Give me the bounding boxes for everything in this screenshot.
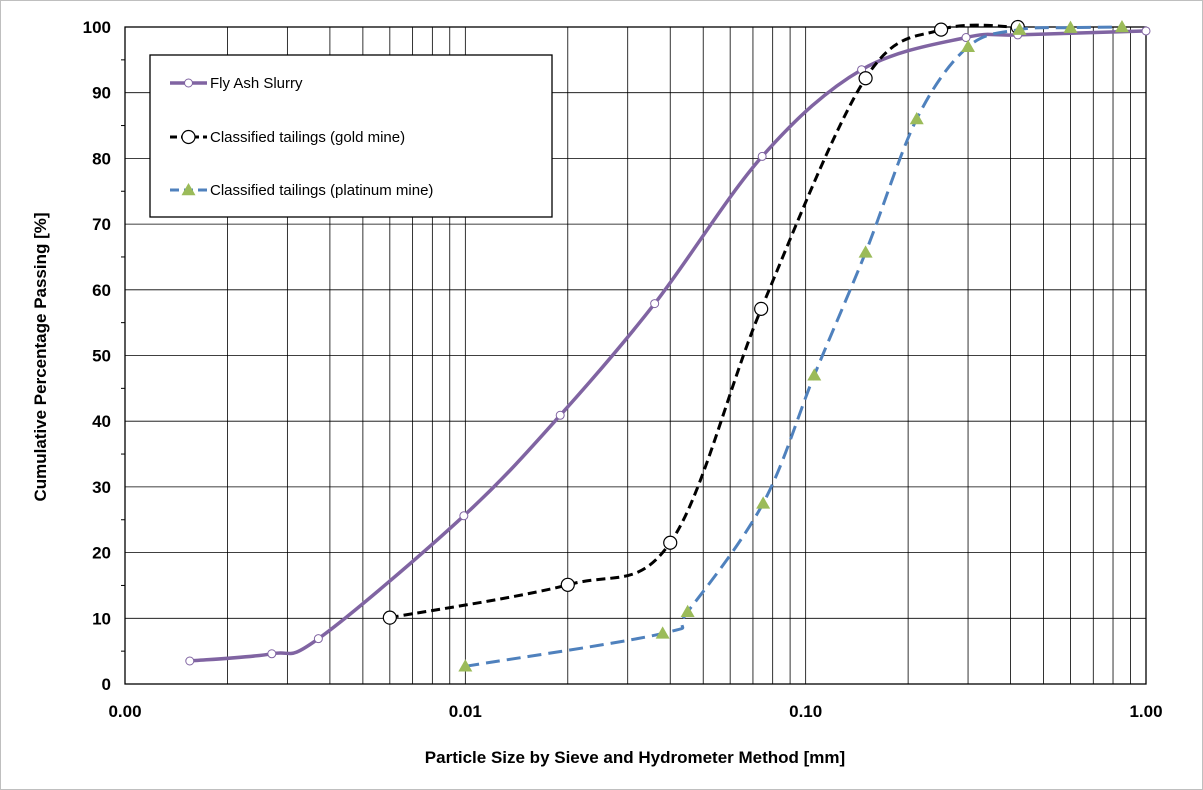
series-3-point [655, 626, 670, 639]
y-tick-label: 20 [92, 544, 111, 563]
legend-marker [181, 183, 196, 196]
series-2-line [389, 23, 1018, 620]
legend-label: Classified tailings (platinum mine) [210, 182, 433, 199]
y-tick-label: 80 [92, 149, 111, 168]
series [185, 19, 1151, 672]
series-3-point [807, 368, 822, 381]
series-3-point [680, 604, 695, 617]
series-3-point [1063, 20, 1078, 33]
series-3-point [909, 111, 924, 125]
x-tick-label: 0.00 [108, 702, 141, 721]
x-tick-label: 1.00 [1129, 702, 1162, 721]
legend-label: Fly Ash Slurry [210, 75, 303, 92]
series-2-point [858, 71, 873, 86]
legend-label: Classified tailings (gold mine) [210, 129, 405, 146]
series-2-point [382, 610, 397, 625]
series-1-point [650, 299, 660, 309]
series-3-point [458, 659, 473, 672]
legend-marker [181, 129, 196, 145]
series-2-point [754, 301, 769, 316]
series-1-point [961, 33, 971, 43]
x-axis-label: Particle Size by Sieve and Hydrometer Me… [425, 748, 845, 767]
series-2-point [663, 535, 678, 550]
plot-area [124, 26, 1147, 685]
y-tick-label: 70 [92, 215, 111, 234]
series-1-point [313, 634, 323, 644]
legend-box [149, 54, 553, 218]
series-3-point [858, 245, 873, 258]
series-2-point [560, 577, 575, 592]
y-tick-label: 10 [92, 609, 111, 628]
y-axis-ticks: 0 10 20 30 40 50 60 70 80 90 100 [83, 18, 125, 694]
y-tick-label: 0 [102, 675, 111, 694]
series-2-point [933, 22, 949, 37]
series-3-point [756, 496, 771, 509]
series-1-point [185, 656, 195, 666]
series-1-point [1141, 26, 1151, 36]
series-3-point [961, 39, 976, 52]
y-tick-label: 40 [92, 412, 111, 431]
series-1-point [757, 151, 767, 161]
series-1-point [459, 511, 469, 521]
x-tick-label: 0.01 [449, 702, 482, 721]
series-1-point [555, 410, 565, 420]
series-3 [458, 20, 1129, 672]
y-tick-label: 50 [92, 347, 111, 366]
legend-marker [184, 78, 193, 88]
legend: Fly Ash Slurry Classified tailings (gold … [149, 54, 553, 218]
y-tick-label: 30 [92, 478, 111, 497]
x-axis-ticks: 0.00 0.01 0.10 1.00 [108, 702, 1162, 721]
y-tick-label: 100 [83, 18, 111, 37]
series-3-point [1114, 20, 1129, 33]
series-1-point [267, 649, 277, 659]
y-axis-label: Cumulative Percentage Passing [%] [31, 212, 50, 501]
series-3-point [1012, 22, 1027, 35]
x-tick-label: 0.10 [789, 702, 822, 721]
y-tick-label: 90 [92, 84, 111, 103]
y-tick-label: 60 [92, 281, 111, 300]
